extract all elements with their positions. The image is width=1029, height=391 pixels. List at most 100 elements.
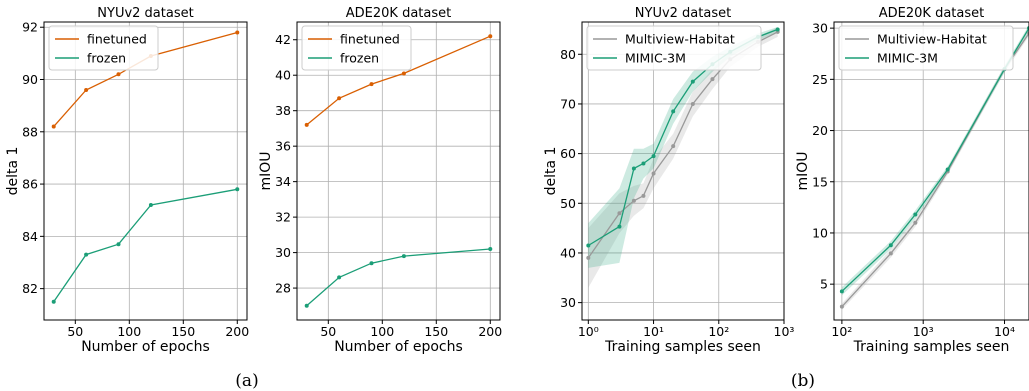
plot-area [51,30,240,304]
data-point-multiview-habitat [631,198,636,203]
y-tick-label: 28 [275,281,291,296]
chart-panel-1: 50 100 150 200 82 84 86 88 90 92 NYUv2 dataset Numb… [5,6,249,355]
axes-frame [581,21,785,321]
x-tick-label: 100 [117,324,141,339]
y-tick-label: 70 [560,96,576,111]
data-point-frozen [116,242,121,247]
data-point-frozen [235,187,240,192]
data-point-multiview-habitat [839,304,844,309]
data-point-multiview-habitat [671,144,676,149]
data-point-frozen [369,261,374,266]
data-point-finetuned [369,82,374,87]
data-point-mimic-3m [839,289,844,294]
x-axis-label: Training samples seen [853,339,1010,355]
data-point-mimic-3m [631,166,636,171]
legend-label: Multiview-Habitat [625,32,735,47]
caption-a: (a) [235,371,258,391]
chart-title: ADE20K dataset [346,6,451,21]
data-point-mimic-3m [888,243,893,248]
data-point-finetuned [235,30,240,35]
axes-frame [833,21,1029,321]
legend-label: MIMIC-3M [877,51,938,66]
data-point-finetuned [337,96,342,101]
data-point-mimic-3m [945,167,950,172]
y-tick-label: 15 [812,174,828,189]
y-tick-label: 60 [560,146,576,161]
legend-label: Multiview-Habitat [877,32,987,47]
y-tick-label: 36 [275,139,291,154]
chart-panel-3: 10⁰ 10¹ 10² 10³ 30 40 50 60 70 80 NYUv2 dataset Tra… [543,6,794,355]
x-tick-label: 10² [831,324,852,339]
y-tick-label: 34 [275,174,291,189]
x-tick-label: 10³ [774,324,795,339]
chart-title: ADE20K dataset [879,6,984,21]
data-point-frozen [401,254,406,259]
legend-box [48,25,159,71]
y-tick-label: 25 [812,72,828,87]
y-tick-label: 10 [812,225,828,240]
data-point-finetuned [401,71,406,76]
series-line-frozen [53,188,238,303]
series-line-frozen [306,248,491,307]
y-tick-label: 30 [275,245,291,260]
data-point-finetuned [488,34,493,39]
data-point-finetuned [84,87,89,92]
legend-label: finetuned [340,32,400,47]
x-tick-label: 150 [171,324,195,339]
data-point-multiview-habitat [586,255,591,260]
data-point-frozen [51,299,56,304]
x-axis-label: Number of epochs [334,339,463,355]
legend-box [838,25,1014,71]
data-point-finetuned [304,122,309,127]
y-axis-label: mIOU [258,151,274,190]
data-point-finetuned [51,124,56,129]
legend-label: MIMIC-3M [625,51,686,66]
chart-panel-2: 50 100 150 200 28 30 32 34 36 38 40 42 ADE20K datase… [258,6,502,355]
x-tick-label: 10⁴ [994,324,1015,339]
data-point-mimic-3m [690,79,695,84]
data-point-multiview-habitat [690,101,695,106]
data-point-multiview-habitat [913,220,918,225]
data-point-multiview-habitat [710,77,715,82]
data-point-multiview-habitat [888,251,893,256]
x-tick-label: 200 [225,324,249,339]
x-axis-label: Training samples seen [604,339,761,355]
x-tick-label: 10³ [913,324,934,339]
data-point-frozen [337,275,342,280]
data-point-frozen [148,202,153,207]
legend-label: frozen [87,51,126,66]
y-tick-label: 5 [820,277,828,292]
y-axis-label: delta 1 [5,147,21,196]
data-point-mimic-3m [617,224,622,229]
data-point-multiview-habitat [651,171,656,176]
y-tick-label: 86 [22,177,38,192]
y-tick-label: 40 [560,245,576,260]
y-tick-label: 42 [275,32,291,47]
x-tick-label: 10¹ [643,324,664,339]
caption-b: (b) [791,371,815,391]
axes-frame [296,21,501,321]
legend-box [301,25,412,71]
x-tick-label: 10² [708,324,729,339]
y-tick-label: 90 [22,72,38,87]
x-tick-label: 50 [320,324,336,339]
data-point-multiview-habitat [641,193,646,198]
data-point-mimic-3m [586,243,591,248]
legend-box [586,25,762,71]
y-tick-label: 38 [275,103,291,118]
x-tick-label: 50 [67,324,83,339]
confidence-band-mimic-3m [588,27,778,268]
x-tick-label: 100 [370,324,394,339]
y-tick-label: 50 [560,196,576,211]
axes-frame [43,21,248,321]
data-point-mimic-3m [775,27,780,32]
y-tick-label: 92 [22,20,38,35]
data-point-mimic-3m [913,212,918,217]
data-point-finetuned [116,72,121,77]
legend-label: finetuned [87,32,147,47]
data-point-mimic-3m [671,109,676,114]
data-point-frozen [488,247,493,252]
y-tick-label: 30 [560,295,576,310]
x-tick-label: 200 [478,324,502,339]
y-tick-label: 32 [275,210,291,225]
